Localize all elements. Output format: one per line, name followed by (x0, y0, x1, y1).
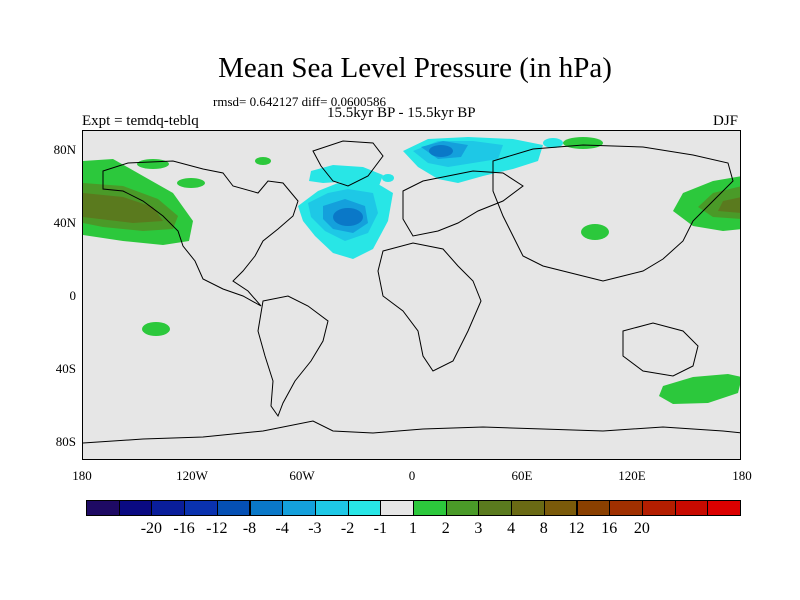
map-plot-area (82, 130, 741, 460)
colorbar-swatch (674, 500, 709, 516)
patch-central-asia (581, 224, 609, 240)
patch-cyan-2 (382, 174, 394, 182)
colorbar-swatch (249, 500, 284, 516)
colorbar-label: -20 (140, 520, 163, 537)
coast-europe (402, 170, 524, 237)
colorbar-swatch (543, 500, 578, 516)
colorbar-swatch (118, 500, 153, 516)
colorbar-swatch (314, 500, 349, 516)
colorbar-label: -16 (173, 520, 195, 537)
colorbar-swatch (380, 500, 414, 516)
colorbar-label: -1 (373, 520, 387, 537)
chart-subtitle: 15.5kyr BP - 15.5kyr BP (327, 105, 476, 121)
colorbar-swatch (707, 500, 741, 516)
coast-australia (622, 322, 699, 377)
x-label-180e: 180 (732, 468, 752, 483)
colorbar-label: 20 (633, 520, 650, 537)
patch-arctic-asia (563, 137, 603, 149)
patch-canada (177, 178, 205, 188)
colorbar-label: -4 (275, 520, 289, 537)
x-label-0: 0 (408, 468, 416, 483)
colorbar-label: -3 (308, 520, 322, 537)
colorbar-swatch (413, 500, 447, 516)
colorbar-swatch (151, 500, 186, 516)
colorbar-label: 3 (474, 520, 483, 537)
experiment-label: Expt = temdq-teblq (82, 113, 199, 129)
x-label-60w: 60W (289, 468, 315, 483)
y-label-eq: 0 (69, 288, 77, 303)
x-label-120e: 120E (618, 468, 646, 483)
atlantic-low-core (333, 208, 363, 226)
y-label-80n: 80N (53, 142, 76, 157)
colorbar-swatch (641, 500, 676, 516)
colorbar-swatch (86, 500, 120, 516)
colorbar-label: 1 (409, 520, 417, 537)
colorbar-label: -8 (242, 520, 257, 537)
y-label-40s: 40S (55, 361, 76, 376)
colorbar-swatch (216, 500, 251, 516)
coast-greenland (312, 140, 384, 187)
coast-north-america (102, 160, 299, 307)
coast-antarctica (83, 420, 740, 444)
coast-asia (492, 144, 734, 282)
colorbar-swatch (576, 500, 611, 516)
pacific-high-west-core (83, 193, 163, 223)
coast-south-america (257, 295, 329, 418)
colorbar-label: 12 (568, 520, 585, 537)
y-label-40n: 40N (53, 215, 76, 230)
patch-hudson (255, 157, 271, 165)
x-label-60e: 60E (511, 468, 533, 483)
colorbar-swatch (478, 500, 513, 516)
map-svg (83, 137, 740, 444)
x-label-180w: 180 (72, 468, 92, 483)
anomaly-fills (83, 137, 740, 404)
southern-ocean-high (659, 374, 740, 404)
nordic-low-core (429, 145, 453, 157)
colorbar-label: 4 (507, 520, 516, 537)
y-label-80s: 80S (55, 434, 76, 449)
colorbar-label: -12 (206, 520, 228, 537)
patch-cyan-1 (543, 138, 563, 148)
season-label: DJF (713, 113, 739, 129)
patch-east-pacific (142, 322, 170, 336)
colorbar-label: 8 (539, 520, 548, 537)
colorbar-swatch (184, 500, 218, 516)
greenland-low-arc (309, 165, 383, 186)
colorbar-swatch (609, 500, 643, 516)
colorbar-swatch (445, 500, 480, 516)
colorbar-swatch (282, 500, 316, 516)
patch-arctic-1 (137, 159, 169, 169)
colorbar-label: 16 (601, 520, 618, 537)
x-label-120w: 120W (176, 468, 208, 483)
colorbar-label: 2 (441, 520, 450, 537)
coast-africa (377, 242, 482, 372)
colorbar-label: -2 (340, 520, 355, 537)
colorbar-swatch (511, 500, 545, 516)
colorbar-swatch (347, 500, 382, 516)
coastlines (83, 140, 740, 444)
chart-title: Mean Sea Level Pressure (in hPa) (218, 52, 612, 84)
stats-text: rmsd= 0.642127 diff= 0.0600586 (213, 94, 386, 109)
pacific-high-east-core (718, 197, 740, 213)
